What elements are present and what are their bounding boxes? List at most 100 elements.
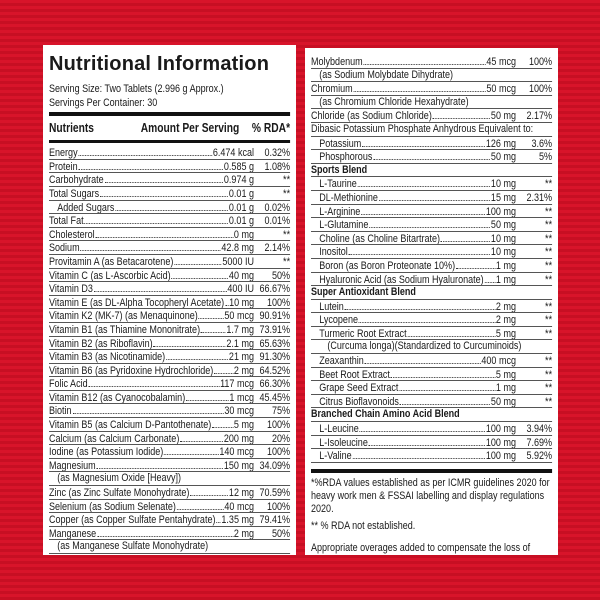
nutrient-row: Vitamin B5 (as Calcium D-Pantothenate) 5 … — [49, 418, 291, 432]
blend-title: Super Antioxidant Blend — [311, 286, 553, 300]
nutrient-row: Vitamin C (as L-Ascorbic Acid) 40 mg 50% — [49, 269, 291, 283]
amount: 12 mg — [228, 487, 254, 500]
amount: 50 mg — [490, 110, 516, 123]
leader — [361, 205, 486, 215]
nutrient-row: Molybdenum 45 mcg 100% — [311, 55, 553, 69]
rda: ** — [545, 205, 553, 218]
leader — [399, 395, 491, 405]
nutrient-name: Provitamin A (as Betacarotene) — [49, 255, 174, 268]
amount: 42.8 mg — [221, 242, 254, 255]
leader — [484, 273, 496, 283]
nutrient-name: Beet Root Extract — [319, 368, 390, 381]
nutrient-name: Vitamin B5 (as Calcium D-Pantothenate) — [49, 419, 212, 432]
nutrient-name: Cholesterol — [49, 228, 95, 241]
nutrient-row: Beet Root Extract 5 mg ** — [311, 368, 553, 382]
nutrient-name: Choline (as Choline Bitartrate) — [319, 232, 441, 245]
rda: 100% — [529, 56, 553, 68]
rda: 1.08% — [264, 160, 291, 173]
amount: 40 mg — [228, 269, 254, 282]
amount: 1 mg — [495, 382, 516, 395]
amount: 15 mg — [490, 191, 516, 204]
nutrient-name: Boron (as Boron Proteonate 10%) — [319, 259, 456, 272]
leader — [373, 150, 491, 161]
amount: 0.01 g — [228, 215, 254, 228]
nutrient-row: Choline (as Choline Bitartrate) 10 mg ** — [311, 232, 553, 246]
amount: 50 mg — [490, 151, 516, 164]
nutrient-name: L-Arginine — [319, 205, 361, 218]
nutrient-name: Added Sugars — [57, 201, 115, 214]
amount: 50 mcg — [486, 83, 516, 96]
amount: 2 mg — [495, 314, 516, 327]
nutrient-row: Zeaxanthin 400 mcg ** — [311, 354, 553, 368]
rda: ** — [283, 255, 291, 268]
amount: 0.01 g — [228, 201, 254, 214]
footnote: *%RDA values established as per ICMR gui… — [311, 476, 550, 516]
nutrient-row: Citrus Bioflavonoids 50 mg ** — [311, 395, 553, 409]
leader — [190, 486, 229, 497]
rda: 100% — [267, 419, 291, 432]
rda: 66.67% — [259, 283, 291, 296]
amount: 0.01 g — [228, 187, 254, 200]
detail-text: (as Sodium Molybdate Dihydrate) — [319, 68, 454, 81]
leader — [212, 418, 234, 429]
rda: ** — [545, 327, 553, 340]
amount: 2 mg — [233, 364, 254, 377]
leader — [378, 191, 491, 201]
nutrient-row: Protein 0.585 g 1.08% — [49, 160, 291, 174]
blend-name: Super Antioxidant Blend — [311, 286, 416, 299]
nutrient-detail: (as Chromium Chloride Hexahydrate) — [311, 96, 553, 110]
nutrient-row: Turmeric Root Extract 5 mg ** — [311, 327, 553, 341]
nutrient-detail: (as Manganese Sulfate Monohydrate) — [49, 540, 291, 554]
rda: 73.91% — [259, 323, 291, 336]
leader — [214, 364, 234, 374]
amount: 0 mg — [233, 228, 254, 241]
amount: 5 mg — [495, 327, 516, 340]
nutrient-row: Boron (as Boron Proteonate 10%) 1 mg ** — [311, 259, 553, 273]
nutrient-name: Grape Seed Extract — [319, 382, 399, 395]
right-body: Molybdenum 45 mcg 100% (as Sodium Molybdate… — [311, 55, 553, 555]
leader — [84, 214, 229, 225]
leader — [176, 500, 224, 510]
nutrient-detail: (as Magnesium Oxide [Heavy]) — [49, 472, 291, 487]
leader — [364, 354, 481, 365]
nutrient-name: Chloride (as Sodium Chloride) — [311, 110, 432, 123]
leader — [344, 300, 496, 310]
nutrient-row: Vitamin K2 (MK-7) (as Menaquinone) 50 mcg… — [49, 309, 291, 323]
nutrient-name: Chromium — [311, 83, 353, 96]
rda: ** — [545, 355, 553, 368]
leader — [96, 459, 224, 469]
leader — [174, 255, 222, 265]
rda: 65.63% — [259, 337, 291, 350]
amount: 0.585 g — [223, 160, 254, 173]
nutrient-row: L-Glutamine 50 mg ** — [311, 218, 553, 232]
rda: ** — [545, 300, 553, 313]
rda: 90.91% — [259, 310, 291, 323]
rda: 91.30% — [259, 351, 291, 364]
amount: 10 mg — [490, 178, 516, 191]
nutrient-detail: (Curcuma longa)(Standardized to Curcumin… — [311, 340, 553, 355]
nutrient-row: Carbohydrate 0.974 g ** — [49, 173, 291, 187]
leader — [99, 187, 229, 197]
left-panel: Nutritional Information Serving Size: Tw… — [43, 45, 296, 555]
rda: ** — [545, 219, 553, 232]
amount: 117 mcg — [220, 378, 254, 391]
left-body: Serving Size: Two Tablets (2.996 g Appro… — [49, 83, 291, 554]
nutrient-row: Inositol 10 mg ** — [311, 245, 553, 259]
nutrient-row: Vitamin B2 (as Riboflavin) 2.1 mg 65.63% — [49, 337, 291, 351]
nutrient-name: Vitamin D3 — [49, 283, 93, 296]
amount: 10 mg — [229, 296, 255, 309]
rda: 100% — [267, 446, 291, 459]
nutrient-row: Potassium 126 mg 3.6% — [311, 137, 553, 151]
leader — [171, 269, 229, 279]
amount: 5 mg — [233, 419, 254, 432]
nutrient-name: Vitamin E (as DL-Alpha Tocopheryl Acetat… — [49, 296, 225, 309]
nutrient-row: Vitamin B6 (as Pyridoxine Hydrochloride)… — [49, 364, 291, 378]
amount: 200 mg — [223, 432, 254, 445]
nutrient-name: Molybdenum — [311, 56, 363, 68]
leader — [358, 313, 496, 324]
amount: 400 mcg — [481, 355, 516, 368]
leader — [368, 436, 486, 446]
nutrient-row: Lycopene 2 mg ** — [311, 313, 553, 327]
nutrient-name: Vitamin B1 (as Thiamine Mononitrate) — [49, 323, 201, 336]
nutrient-name: Phosphorous — [319, 151, 373, 164]
